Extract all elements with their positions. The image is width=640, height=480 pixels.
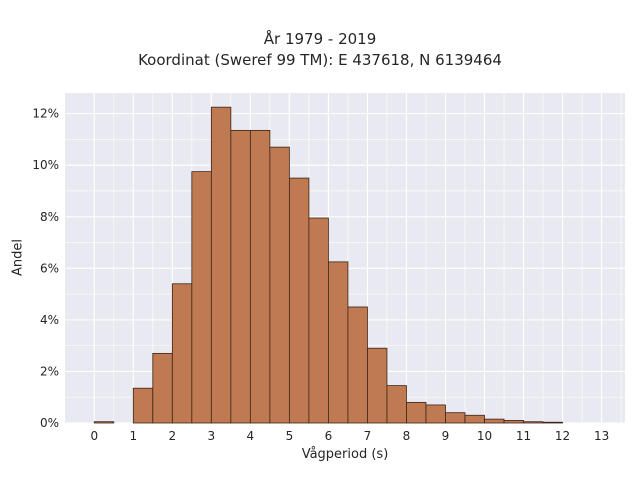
x-tick-label: 1: [129, 429, 137, 443]
histogram-bar: [132, 387, 154, 424]
histogram-bar: [249, 129, 271, 424]
y-tick-label: 6%: [40, 261, 59, 275]
x-tick-label: 13: [594, 429, 609, 443]
histogram-bar: [542, 421, 563, 424]
x-tick-label: 7: [364, 429, 372, 443]
histogram-bar: [308, 217, 329, 424]
y-tick-label: 12%: [32, 107, 59, 121]
chart-title-line2: Koordinat (Sweref 99 TM): E 437618, N 61…: [138, 51, 502, 69]
histogram-bar: [406, 401, 427, 424]
bars-group: [93, 106, 563, 424]
x-tick-label: 2: [168, 429, 176, 443]
y-axis-label: Andel: [10, 239, 26, 276]
histogram-bar: [523, 421, 544, 424]
x-tick-label: 8: [403, 429, 411, 443]
histogram-bar: [503, 420, 524, 424]
histogram-bar: [386, 385, 407, 424]
x-tick-label: 3: [208, 429, 216, 443]
x-tick-label: 0: [90, 429, 98, 443]
histogram-bar: [347, 306, 368, 424]
chart-title-line1: År 1979 - 2019: [263, 30, 377, 48]
x-tick-label: 10: [477, 429, 492, 443]
x-tick-label: 12: [555, 429, 570, 443]
y-tick-label: 10%: [32, 158, 59, 172]
histogram-bar: [328, 261, 349, 424]
histogram-bar: [230, 129, 251, 424]
histogram-bar: [171, 283, 193, 424]
y-tick-label: 4%: [40, 313, 59, 327]
histogram-bar: [269, 146, 290, 424]
x-axis-ticks: 0 1 2 3 4 5 6 7 8 9 10 11 12 13: [90, 429, 609, 443]
x-tick-label: 6: [325, 429, 333, 443]
x-tick-label: 11: [516, 429, 531, 443]
histogram-bar: [425, 404, 446, 424]
histogram-bar: [210, 106, 232, 424]
histogram-bar: [464, 414, 485, 424]
histogram-bar: [484, 418, 505, 424]
y-tick-label: 2%: [40, 364, 59, 378]
y-axis-ticks: 0% 2% 4% 6% 8% 10% 12%: [32, 107, 59, 430]
histogram-bar: [367, 347, 388, 424]
y-tick-label: 0%: [40, 416, 59, 430]
x-tick-label: 9: [442, 429, 450, 443]
y-tick-label: 8%: [40, 210, 59, 224]
histogram-bar: [445, 412, 466, 424]
histogram-bar: [93, 421, 115, 424]
histogram-bar: [191, 171, 212, 424]
histogram-bar: [152, 352, 173, 424]
x-tick-label: 4: [247, 429, 255, 443]
histogram-bar: [288, 177, 310, 424]
x-axis-label: Vågperiod (s): [301, 447, 389, 462]
x-tick-label: 5: [286, 429, 294, 443]
